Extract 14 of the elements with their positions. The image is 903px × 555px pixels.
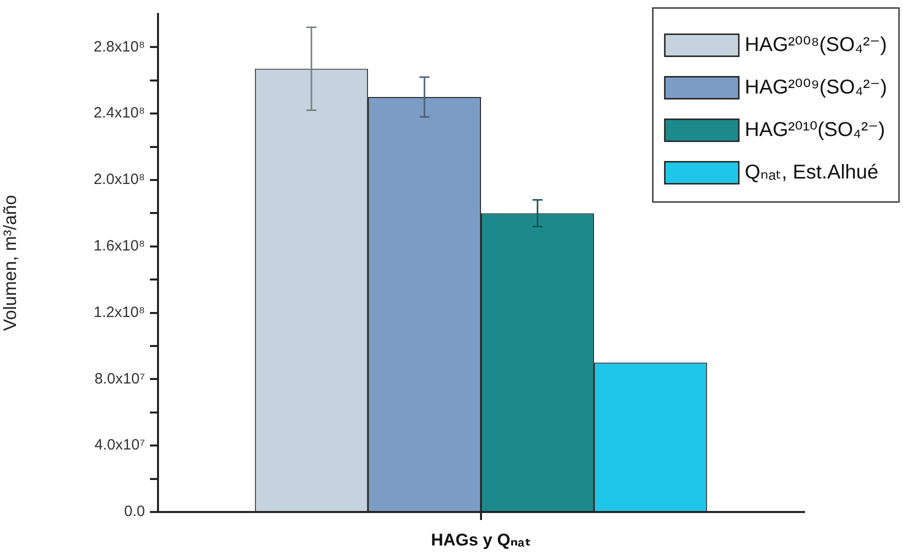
- y-tick-label: 2.0x10⁸: [94, 171, 145, 188]
- y-tick-label: 2.8x10⁸: [94, 38, 145, 56]
- y-tick-label: 0.0: [124, 503, 145, 520]
- legend-label: HAG²⁰¹⁰(SO₄²⁻): [744, 118, 886, 141]
- y-tick-label: 1.6x10⁸: [94, 238, 145, 255]
- legend-label: HAG²⁰⁰⁸(SO₄²⁻): [744, 34, 887, 56]
- y-tick-label: 2.4x10⁸: [94, 104, 145, 122]
- y-tick-label: 8.0x10⁷: [94, 370, 145, 388]
- legend-label: HAG²⁰⁰⁹(SO₄²⁻): [744, 76, 888, 98]
- y-tick-label: 1.2x10⁸: [94, 304, 145, 321]
- y-axis-title: Volumen, m³/año: [0, 194, 20, 332]
- legend-label: Qₙₐₜ, Est.Alhué: [744, 161, 878, 184]
- x-axis-title: HAGs y Qₙₐₜ: [430, 530, 532, 550]
- y-tick-label: 4.0x10⁷: [94, 436, 145, 454]
